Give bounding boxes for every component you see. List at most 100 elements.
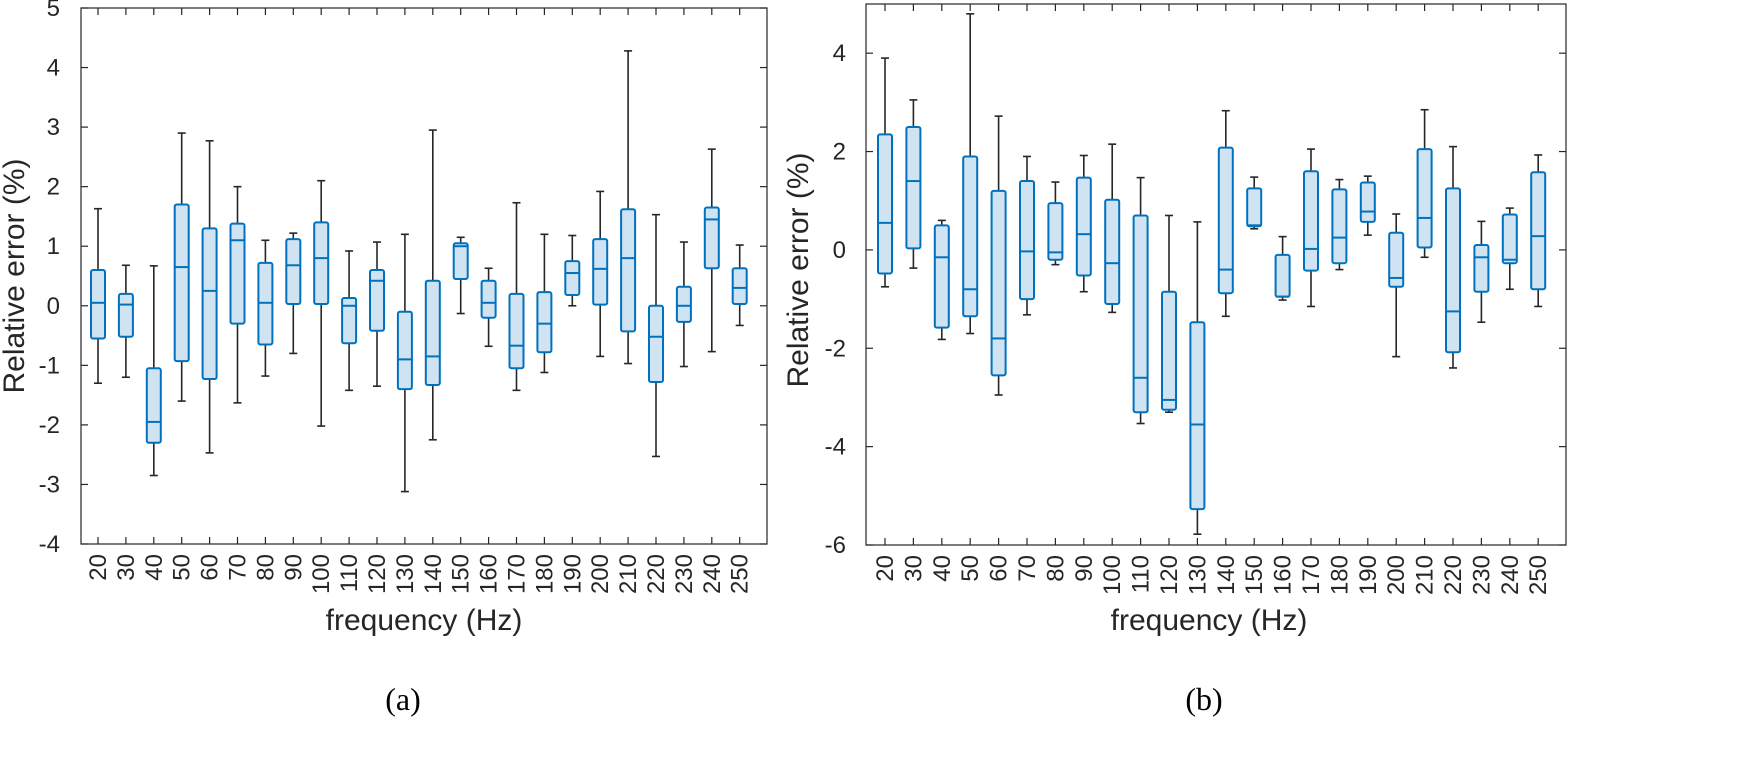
x-tick-label-b: 190 — [1355, 555, 1382, 595]
box-body — [452, 242, 469, 280]
x-tick-label-a: 230 — [671, 554, 698, 594]
box-body — [1331, 188, 1348, 265]
x-axis-b: 20 30 40 50 60 70 80 90 100 110 120 130 140 150 160 170… — [872, 4, 1552, 595]
y-tick-label-b: 0 — [833, 237, 846, 264]
x-tick-label-a: 110 — [336, 554, 363, 592]
plot-area-a — [80, 7, 768, 545]
box-body — [675, 285, 692, 323]
x-tick-label-b: 180 — [1326, 555, 1353, 595]
box-body — [1274, 253, 1291, 298]
x-tick-label-a: 100 — [308, 554, 335, 594]
x-tick-label-b: 100 — [1099, 555, 1126, 595]
box-body — [1217, 146, 1234, 295]
box-160 — [480, 267, 497, 348]
x-axis-label-a: frequency (Hz) — [326, 604, 523, 637]
box-130 — [396, 233, 413, 493]
x-tick-label-b: 60 — [986, 555, 1013, 582]
x-tick-label-a: 200 — [587, 554, 614, 594]
box-230 — [675, 241, 692, 368]
box-body — [703, 206, 720, 270]
x-axis-a: 20 30 40 50 60 70 80 90 100 110 120 130 140 150 160 170… — [85, 8, 754, 594]
box-body — [1246, 187, 1263, 228]
box-140 — [1217, 109, 1234, 318]
box-140 — [424, 129, 441, 441]
box-body — [1530, 171, 1547, 291]
box-body — [962, 155, 979, 318]
box-160 — [1274, 235, 1291, 301]
x-tick-label-b: 20 — [872, 555, 899, 582]
box-body — [536, 291, 553, 354]
box-110 — [341, 250, 358, 392]
box-body — [1161, 290, 1177, 411]
x-tick-label-a: 140 — [420, 554, 447, 594]
x-tick-label-b: 210 — [1412, 555, 1439, 595]
panel-label-a: (a) — [385, 681, 421, 717]
box-170 — [508, 201, 525, 392]
box-80 — [1047, 181, 1064, 266]
box-body — [905, 125, 922, 250]
x-tick-label-a: 150 — [448, 554, 475, 594]
y-tick-label-b: 2 — [833, 139, 846, 166]
box-240 — [703, 148, 720, 353]
box-body — [1132, 214, 1149, 414]
box-body — [1501, 213, 1518, 265]
x-tick-label-a: 20 — [85, 554, 112, 581]
box-20 — [90, 207, 106, 385]
box-body — [1416, 148, 1433, 249]
box-body — [90, 269, 106, 340]
box-50 — [962, 13, 979, 335]
box-180 — [536, 233, 553, 374]
x-tick-label-a: 90 — [280, 554, 307, 581]
box-180 — [1331, 178, 1348, 271]
box-body — [648, 304, 664, 384]
box-body — [1189, 321, 1206, 511]
box-190 — [564, 234, 581, 307]
box-70 — [1019, 155, 1035, 316]
x-tick-label-a: 120 — [364, 554, 391, 594]
y-tick-label-a: -4 — [39, 531, 60, 558]
y-tick-label-b: 4 — [833, 40, 846, 67]
x-axis-label-b: frequency (Hz) — [1111, 604, 1308, 637]
x-tick-label-b: 240 — [1497, 555, 1524, 595]
x-tick-label-b: 200 — [1383, 555, 1410, 595]
y-tick-label-a: 0 — [47, 293, 60, 320]
x-tick-label-b: 230 — [1468, 555, 1495, 595]
box-100 — [1104, 143, 1121, 314]
box-body — [1303, 170, 1319, 272]
x-tick-label-b: 130 — [1184, 555, 1211, 595]
y-axis-label-b: Relative error (%) — [782, 152, 815, 387]
box-body — [313, 221, 330, 305]
box-body — [592, 238, 609, 306]
box-120 — [369, 241, 385, 387]
box-230 — [1473, 220, 1490, 324]
box-body — [933, 224, 950, 329]
boxes-a — [90, 50, 748, 493]
box-240 — [1501, 207, 1518, 291]
box-body — [990, 189, 1007, 377]
box-40 — [933, 219, 950, 341]
box-body — [285, 238, 302, 305]
box-220 — [1445, 145, 1461, 369]
box-body — [877, 133, 893, 275]
box-body — [508, 292, 525, 370]
y-tick-label-b: -2 — [825, 335, 846, 362]
y-axis-label-a: Relative error (%) — [0, 158, 31, 393]
box-body — [480, 279, 497, 319]
box-150 — [1246, 176, 1263, 230]
box-90 — [1075, 154, 1092, 293]
box-body — [1388, 231, 1405, 288]
box-90 — [285, 232, 302, 355]
x-tick-label-a: 220 — [643, 554, 670, 594]
x-tick-label-b: 160 — [1270, 555, 1297, 595]
box-30 — [117, 264, 134, 379]
x-tick-label-b: 220 — [1440, 555, 1467, 595]
x-tick-label-b: 170 — [1298, 555, 1325, 595]
box-body — [341, 297, 358, 345]
x-tick-label-b: 30 — [900, 555, 927, 582]
box-250 — [731, 244, 748, 327]
y-tick-label-b: -6 — [825, 532, 846, 559]
y-tick-label-a: 4 — [47, 55, 60, 82]
box-body — [145, 367, 162, 444]
y-tick-label-a: -3 — [39, 471, 60, 498]
y-tick-label-a: 5 — [47, 0, 60, 22]
